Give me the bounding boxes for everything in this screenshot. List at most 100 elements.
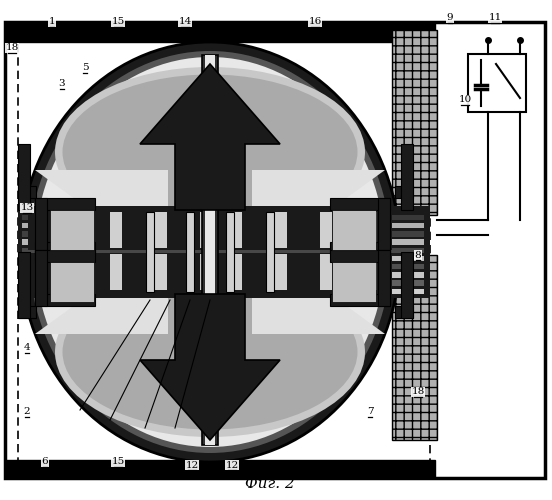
Bar — [18, 252, 30, 318]
Text: 16: 16 — [309, 18, 322, 26]
Bar — [266, 212, 274, 292]
Bar — [230, 254, 242, 290]
Text: 15: 15 — [112, 18, 125, 26]
Bar — [22, 272, 424, 278]
Text: 7: 7 — [367, 408, 373, 416]
Text: 3: 3 — [59, 80, 65, 88]
Bar — [365, 212, 377, 248]
Bar — [401, 144, 413, 210]
Bar — [230, 212, 242, 248]
Bar — [146, 212, 154, 292]
Text: 12: 12 — [225, 460, 238, 469]
Bar — [18, 28, 430, 468]
Text: 10: 10 — [458, 96, 471, 104]
Text: 8: 8 — [415, 250, 421, 260]
Text: 12: 12 — [185, 460, 199, 469]
Ellipse shape — [55, 67, 365, 237]
Bar — [22, 264, 424, 270]
Text: 11: 11 — [489, 14, 502, 22]
Bar — [365, 254, 377, 290]
Bar — [35, 250, 47, 306]
Bar — [110, 254, 122, 290]
Bar — [22, 248, 424, 253]
Polygon shape — [140, 64, 280, 210]
Bar — [22, 240, 424, 245]
Bar — [186, 212, 194, 292]
Text: 5: 5 — [82, 64, 88, 72]
Bar — [28, 210, 392, 250]
Bar — [35, 198, 47, 254]
Bar — [22, 214, 424, 220]
Bar — [28, 210, 392, 294]
Text: 2: 2 — [24, 408, 30, 416]
Text: 13: 13 — [20, 204, 34, 212]
Bar — [28, 254, 392, 294]
Bar — [22, 280, 424, 286]
Bar — [332, 210, 376, 250]
Bar — [330, 242, 390, 254]
Ellipse shape — [62, 74, 358, 230]
Bar — [330, 198, 390, 210]
Bar — [22, 231, 424, 236]
Bar — [5, 22, 435, 42]
Bar — [401, 252, 413, 318]
Bar — [18, 186, 36, 198]
Bar — [200, 212, 212, 248]
Polygon shape — [140, 294, 280, 440]
Bar — [262, 210, 392, 294]
Bar — [18, 306, 36, 318]
Bar — [35, 250, 95, 262]
Bar — [320, 212, 332, 248]
Bar — [155, 212, 167, 248]
Text: 15: 15 — [112, 458, 125, 466]
Polygon shape — [35, 170, 168, 210]
Text: 18: 18 — [411, 388, 424, 396]
Text: 4: 4 — [24, 344, 30, 352]
Bar — [65, 254, 77, 290]
Bar — [392, 255, 437, 440]
Bar — [35, 294, 95, 306]
Bar — [468, 54, 526, 112]
Bar — [378, 198, 390, 254]
Bar — [50, 262, 94, 302]
Bar — [330, 294, 390, 306]
Bar — [22, 256, 424, 261]
Text: 14: 14 — [178, 18, 192, 26]
Bar — [110, 212, 122, 248]
Bar — [18, 206, 430, 298]
Text: 9: 9 — [447, 14, 453, 22]
Text: Фиг. 2: Фиг. 2 — [245, 477, 295, 491]
Ellipse shape — [35, 57, 385, 447]
Bar — [50, 210, 94, 250]
Bar — [332, 262, 376, 302]
Bar — [395, 186, 413, 198]
Bar — [392, 30, 437, 215]
Ellipse shape — [62, 274, 358, 430]
Bar — [28, 210, 158, 294]
Bar — [18, 144, 30, 210]
Ellipse shape — [29, 51, 391, 453]
Bar — [395, 306, 413, 318]
Bar — [202, 55, 218, 445]
Bar — [320, 254, 332, 290]
Bar — [330, 250, 390, 262]
Bar — [155, 254, 167, 290]
Bar — [378, 250, 390, 306]
Bar — [22, 288, 424, 294]
Ellipse shape — [20, 42, 400, 462]
Bar — [275, 254, 287, 290]
Polygon shape — [252, 170, 385, 210]
Text: 1: 1 — [49, 18, 55, 26]
Text: 6: 6 — [42, 458, 49, 466]
Polygon shape — [35, 294, 168, 334]
Ellipse shape — [55, 267, 365, 437]
Bar — [205, 55, 215, 445]
Bar — [22, 223, 424, 228]
Bar — [275, 212, 287, 248]
Bar — [5, 460, 435, 478]
Text: 18: 18 — [6, 44, 19, 52]
Bar — [200, 254, 212, 290]
Bar — [35, 198, 95, 210]
Bar — [35, 242, 95, 254]
Bar — [65, 212, 77, 248]
